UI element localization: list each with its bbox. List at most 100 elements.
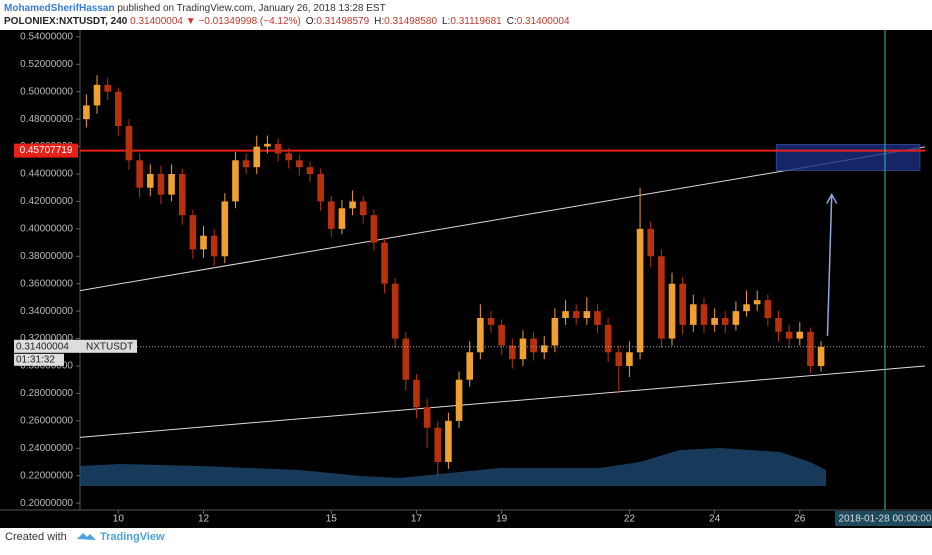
- candle-body: [338, 208, 346, 229]
- candle-body: [274, 143, 282, 154]
- candle-body: [296, 160, 303, 168]
- candle-body: [711, 318, 718, 325]
- x-tick-label: 12: [198, 514, 210, 525]
- candle-body: [402, 338, 410, 380]
- author: MohamedSherifHassan: [4, 3, 115, 14]
- candle-body: [721, 318, 729, 325]
- candle-body: [157, 174, 165, 195]
- x-tick-label: 17: [411, 514, 423, 525]
- candle-body: [700, 304, 708, 325]
- ohlc-value: 0.31498579: [316, 16, 369, 27]
- candle-body: [615, 352, 623, 366]
- y-tick-label: 0.36000000: [20, 278, 73, 289]
- y-tick-label: 0.38000000: [20, 251, 73, 262]
- candle-body: [423, 407, 431, 428]
- candle-body: [189, 215, 197, 250]
- x-tick-label: 19: [496, 514, 508, 525]
- candle-body: [775, 318, 782, 332]
- y-tick-label: 0.54000000: [20, 31, 73, 42]
- ohlc: O:0.31498579 H:0.31498580 L:0.31119681 C:0.…: [306, 16, 570, 27]
- y-tick-label: 0.34000000: [20, 306, 73, 317]
- candle-body: [817, 346, 825, 366]
- candle-body: [381, 242, 388, 284]
- header-line-2: POLONIEX:NXTUSDT, 240 0.31400004 ▼ −0.01…: [4, 16, 570, 27]
- candle-body: [743, 304, 750, 312]
- candle-body: [242, 160, 250, 168]
- down-arrow: ▼: [186, 16, 196, 27]
- y-tick-label: 0.48000000: [20, 114, 73, 125]
- candle-body: [477, 318, 484, 353]
- y-tick-label: 0.52000000: [20, 59, 73, 70]
- candle-body: [146, 174, 154, 188]
- candle-body: [210, 235, 218, 257]
- candle-body: [519, 338, 527, 360]
- candle-body: [647, 228, 655, 257]
- x-tick-label: 24: [709, 514, 721, 525]
- logo: [77, 533, 96, 540]
- cursor-label-bg: [834, 511, 932, 526]
- candle-body: [604, 324, 612, 353]
- x-tick-label: 10: [113, 514, 125, 525]
- resistance-label-bg: [14, 143, 78, 158]
- candle-body: [658, 256, 665, 339]
- candle-body: [434, 427, 442, 462]
- cursor-label: 2018-01-28 00:00:00: [839, 514, 932, 525]
- trend-line: [79, 365, 926, 438]
- candle-body: [125, 126, 133, 161]
- candle-body: [668, 283, 676, 339]
- candle-body: [83, 105, 90, 120]
- volume-area: [80, 448, 826, 486]
- arrow: [826, 194, 833, 336]
- candle-body: [370, 215, 378, 243]
- countdown-bg: [14, 353, 64, 366]
- ohlc-label: H:: [374, 16, 384, 27]
- footer-text: Created with: [5, 531, 67, 543]
- ohlc-label: L:: [442, 16, 450, 27]
- ohlc-value: 0.31498580: [384, 16, 437, 27]
- candle-body: [572, 311, 580, 318]
- candle-body: [690, 304, 697, 325]
- candle-body: [551, 318, 559, 346]
- price-label-bg: [14, 339, 137, 353]
- candle-body: [327, 201, 335, 229]
- candle-body: [317, 174, 324, 202]
- candle-body: [221, 201, 229, 257]
- candle-body: [530, 338, 537, 353]
- y-tick-label: 0.32000000: [20, 333, 73, 344]
- y-tick-label: 0.42000000: [20, 196, 73, 207]
- candle-body: [636, 228, 644, 353]
- candle-body: [264, 143, 271, 147]
- published: published on TradingView.com, January 26…: [117, 3, 385, 14]
- resistance-label: 0.45707719: [20, 145, 73, 156]
- price-label: 0.31400004: [16, 341, 69, 352]
- ohlc-label: C:: [507, 16, 517, 27]
- candle-body: [306, 167, 314, 174]
- candle-body: [391, 283, 399, 339]
- candle-body: [583, 311, 591, 318]
- candle-body: [466, 352, 474, 380]
- candle-body: [285, 153, 292, 161]
- candle-body: [115, 91, 122, 126]
- plot-background: [0, 30, 932, 528]
- candle-body: [232, 160, 239, 202]
- candle-body: [359, 201, 367, 216]
- candle-body: [508, 345, 516, 360]
- candle-body: [487, 318, 495, 325]
- candle-body: [178, 174, 186, 216]
- last: 0.31400004: [130, 16, 183, 27]
- candle-body: [679, 283, 686, 325]
- y-tick-label: 0.40000000: [20, 223, 73, 234]
- candle-body: [753, 300, 761, 305]
- candle-body: [785, 331, 793, 339]
- candle-body: [796, 331, 804, 339]
- x-tick-label: 26: [794, 514, 806, 525]
- candle-body: [349, 201, 356, 209]
- ohlc-value: 0.31119681: [450, 16, 502, 27]
- candle-body: [104, 84, 111, 92]
- candle-body: [413, 379, 420, 408]
- candle-body: [807, 331, 814, 366]
- y-tick-label: 0.24000000: [20, 443, 73, 454]
- ohlc-value: 0.31400004: [517, 16, 570, 27]
- candle-body: [626, 352, 633, 366]
